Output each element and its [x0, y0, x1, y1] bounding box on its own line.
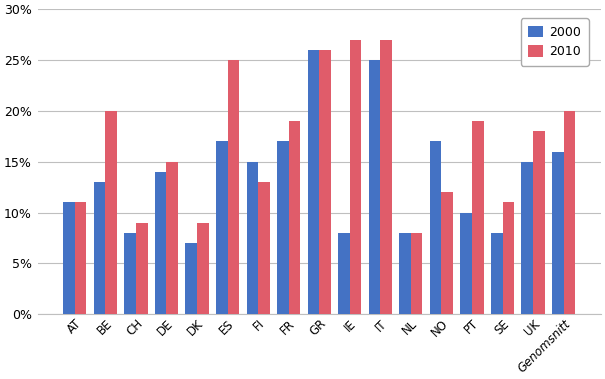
Bar — [533, 131, 544, 314]
Bar — [105, 111, 117, 314]
Bar — [491, 233, 503, 314]
Bar — [136, 223, 148, 314]
Bar — [216, 141, 227, 314]
Bar — [319, 50, 331, 314]
Bar — [307, 50, 319, 314]
Bar — [155, 172, 166, 314]
Bar — [124, 233, 136, 314]
Bar — [399, 233, 411, 314]
Bar — [442, 192, 453, 314]
Bar — [522, 162, 533, 314]
Bar — [94, 182, 105, 314]
Bar — [185, 243, 197, 314]
Bar — [338, 233, 350, 314]
Bar — [381, 40, 392, 314]
Bar — [258, 182, 270, 314]
Bar — [197, 223, 209, 314]
Bar — [350, 40, 361, 314]
Bar — [564, 111, 575, 314]
Bar — [166, 162, 178, 314]
Bar — [246, 162, 258, 314]
Bar — [277, 141, 289, 314]
Legend: 2000, 2010: 2000, 2010 — [521, 19, 589, 66]
Bar — [430, 141, 442, 314]
Bar — [552, 152, 564, 314]
Bar — [503, 202, 514, 314]
Bar — [227, 60, 239, 314]
Bar — [75, 202, 87, 314]
Bar — [460, 213, 472, 314]
Bar — [368, 60, 381, 314]
Bar — [472, 121, 483, 314]
Bar — [289, 121, 300, 314]
Bar — [63, 202, 75, 314]
Bar — [411, 233, 422, 314]
